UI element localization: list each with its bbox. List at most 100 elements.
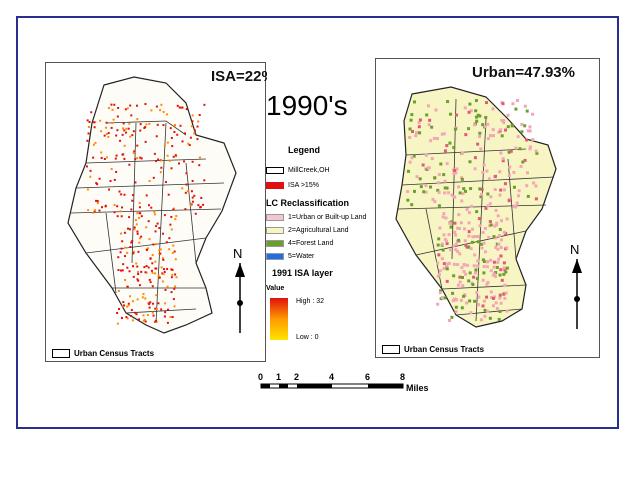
isa-pixel bbox=[154, 272, 157, 275]
landcover-pixel bbox=[501, 159, 505, 163]
landcover-pixel bbox=[442, 267, 446, 271]
landcover-pixel bbox=[442, 262, 446, 266]
isa-pixel bbox=[93, 209, 96, 212]
landcover-pixel bbox=[455, 167, 459, 171]
landcover-pixel bbox=[408, 160, 412, 164]
landcover-pixel bbox=[489, 258, 493, 262]
landcover-pixel bbox=[521, 160, 525, 164]
landcover-pixel bbox=[498, 193, 502, 197]
landcover-pixel bbox=[497, 257, 501, 261]
isa-pixel bbox=[110, 103, 113, 106]
landcover-pixel bbox=[442, 212, 446, 216]
isa-pixel bbox=[96, 200, 99, 203]
landcover-pixel bbox=[479, 147, 483, 151]
isa-pixel bbox=[147, 220, 150, 223]
isa-pixel bbox=[136, 278, 139, 281]
landcover-pixel bbox=[484, 101, 488, 105]
landcover-pixel bbox=[479, 318, 483, 322]
isa-pixel bbox=[119, 210, 122, 213]
landcover-pixel bbox=[475, 119, 479, 123]
landcover-pixel bbox=[458, 252, 462, 256]
isa-pixel bbox=[134, 158, 137, 161]
isa-pixel bbox=[176, 104, 179, 107]
landcover-pixel bbox=[493, 224, 497, 228]
isa-pixel bbox=[196, 138, 199, 141]
landcover-pixel bbox=[453, 168, 457, 172]
landcover-pixel bbox=[495, 242, 499, 246]
landcover-pixel bbox=[453, 127, 457, 131]
landcover-pixel bbox=[499, 301, 503, 305]
north-arrow-icon bbox=[572, 259, 582, 329]
landcover-pixel bbox=[491, 296, 495, 300]
isa-pixel bbox=[126, 227, 129, 230]
isa-pixel bbox=[159, 252, 162, 255]
landcover-pixel bbox=[486, 137, 490, 141]
lc-class-label: 1=Urban or Built-up Land bbox=[288, 214, 367, 221]
landcover-pixel bbox=[470, 240, 474, 244]
isa-pixel bbox=[109, 180, 112, 183]
landcover-pixel bbox=[473, 253, 477, 257]
left-map: ISA=22% bbox=[67, 68, 267, 334]
landcover-pixel bbox=[443, 179, 447, 183]
isa-pixel bbox=[116, 205, 119, 208]
isa-pixel bbox=[171, 316, 174, 319]
isa-pixel bbox=[148, 278, 151, 281]
landcover-pixel bbox=[492, 134, 496, 138]
landcover-pixel bbox=[496, 260, 500, 264]
landcover-pixel bbox=[481, 123, 485, 127]
landcover-pixel bbox=[488, 134, 492, 138]
landcover-pixel bbox=[476, 235, 480, 239]
landcover-pixel bbox=[446, 100, 450, 104]
isa-pixel bbox=[113, 211, 116, 214]
isa-pixel bbox=[162, 280, 165, 283]
landcover-pixel bbox=[427, 123, 431, 127]
landcover-pixel bbox=[424, 153, 428, 157]
isa-pixel bbox=[198, 156, 201, 159]
landcover-pixel bbox=[440, 296, 444, 300]
landcover-pixel bbox=[436, 302, 440, 306]
landcover-pixel bbox=[467, 234, 471, 238]
isa-pixel bbox=[125, 127, 128, 130]
isa-pixel bbox=[123, 304, 126, 307]
landcover-pixel bbox=[491, 128, 495, 132]
landcover-pixel bbox=[531, 138, 535, 142]
isa-pixel bbox=[130, 241, 133, 244]
landcover-pixel bbox=[502, 272, 506, 276]
isa-pixel bbox=[137, 270, 140, 273]
landcover-pixel bbox=[532, 181, 536, 185]
landcover-pixel bbox=[512, 185, 516, 189]
landcover-pixel bbox=[498, 309, 502, 313]
isa-pixel bbox=[120, 316, 123, 319]
landcover-pixel bbox=[414, 134, 418, 138]
isa-pixel bbox=[139, 129, 142, 132]
landcover-pixel bbox=[475, 277, 479, 281]
landcover-pixel bbox=[459, 298, 463, 302]
boundary-swatch bbox=[266, 167, 284, 174]
isa-pixel bbox=[172, 298, 175, 301]
landcover-pixel bbox=[525, 138, 529, 142]
landcover-pixel bbox=[454, 305, 458, 309]
landcover-pixel bbox=[415, 131, 419, 135]
landcover-pixel bbox=[493, 187, 497, 191]
landcover-pixel bbox=[453, 230, 457, 234]
landcover-pixel bbox=[505, 309, 509, 313]
isa-pixel bbox=[162, 268, 165, 271]
isa-pixel bbox=[175, 276, 178, 279]
isa-pixel bbox=[190, 125, 193, 128]
landcover-pixel bbox=[435, 137, 439, 141]
isa-pixel bbox=[178, 106, 181, 109]
isa-pixel bbox=[161, 272, 164, 275]
landcover-pixel bbox=[484, 115, 488, 119]
isa-pixel bbox=[149, 281, 152, 284]
isa-pixel bbox=[170, 167, 173, 170]
landcover-pixel bbox=[418, 118, 422, 122]
landcover-pixel bbox=[460, 275, 464, 279]
landcover-pixel bbox=[462, 263, 466, 267]
left-map-stat: ISA=22% bbox=[211, 68, 267, 85]
landcover-pixel bbox=[499, 268, 503, 272]
isa-pixel bbox=[130, 309, 133, 312]
landcover-pixel bbox=[528, 145, 532, 149]
landcover-pixel bbox=[494, 301, 498, 305]
isa-pixel bbox=[157, 158, 160, 161]
landcover-pixel bbox=[439, 289, 443, 293]
